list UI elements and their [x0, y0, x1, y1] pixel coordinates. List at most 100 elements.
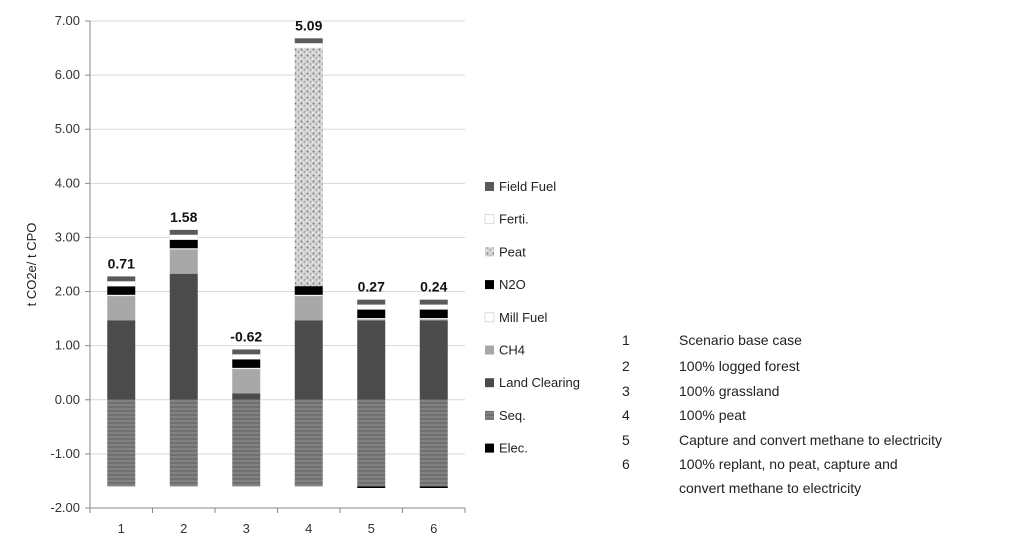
bar-segment-mill-fuel — [357, 317, 386, 320]
bar-segment-field-fuel — [232, 349, 261, 355]
bar-segment-ferti — [357, 304, 386, 310]
scenario-description: Capture and convert methane to electrici… — [679, 432, 942, 448]
scenario-number: 3 — [622, 383, 630, 399]
bar-segment-elec — [357, 486, 386, 488]
legend-swatch-peat — [485, 247, 494, 257]
bar-segment-mill-fuel — [419, 317, 448, 320]
bar-segment-mill-fuel — [169, 248, 198, 250]
bar-segment-land-clearing — [357, 320, 386, 400]
scenario-description: Scenario base case — [679, 332, 802, 348]
bar-total-label: 5.09 — [295, 17, 322, 33]
bar-total-label: 0.24 — [420, 279, 447, 295]
bar-segment-ch4 — [232, 368, 261, 394]
legend-label-ferti: Ferti. — [499, 212, 529, 227]
bar-segment-n2o — [357, 309, 386, 319]
bar-segment-seq — [357, 399, 386, 487]
bar-segment-ferti — [169, 234, 198, 240]
y-tick-label: 1.00 — [55, 338, 80, 353]
bar-segment-seq — [107, 399, 136, 487]
bar-total-label: 1.58 — [170, 209, 197, 225]
x-tick-label: 5 — [368, 521, 375, 536]
scenario-number: 5 — [622, 432, 630, 448]
bar-total-label: -0.62 — [230, 328, 262, 344]
bar-segment-ch4 — [169, 249, 198, 274]
bar-segment-land-clearing — [107, 320, 136, 400]
x-tick-label: 6 — [430, 521, 437, 536]
bar-segment-ferti — [107, 281, 136, 287]
scenario-description: 100% logged forest — [679, 358, 800, 374]
legend-label-elec: Elec. — [499, 441, 528, 456]
bar-segment-land-clearing — [169, 273, 198, 400]
bar-total-label: 0.27 — [358, 279, 385, 295]
legend-swatch-seq — [485, 410, 494, 420]
bar-segment-n2o — [419, 309, 448, 319]
y-tick-label: 5.00 — [55, 121, 80, 136]
bars — [107, 38, 448, 488]
legend-swatch-mill-fuel — [484, 312, 495, 323]
legend: Field Fuel Ferti. Peat N2O Mill Fuel CH4 Land … — [484, 179, 580, 456]
bar-segment-ferti — [294, 42, 323, 49]
x-tick-label: 4 — [305, 521, 312, 536]
bar-segment-land-clearing — [232, 393, 261, 400]
scenario-description: convert methane to electricity — [679, 480, 861, 496]
legend-swatch-elec — [485, 443, 494, 453]
y-tick-label: 3.00 — [55, 229, 80, 244]
legend-swatch-field-fuel — [485, 182, 494, 191]
x-tick-label: 3 — [243, 521, 250, 536]
bar-segment-n2o — [294, 286, 323, 295]
scenario-description: 100% peat — [679, 407, 746, 423]
y-axis-title: t CO2e/ t CPO — [24, 223, 39, 307]
legend-label-mill-fuel: Mill Fuel — [499, 310, 548, 325]
bar-segment-ch4 — [107, 295, 136, 321]
bar-segment-peat — [294, 48, 323, 287]
scenario-description: 100% grassland — [679, 383, 779, 399]
bar-segment-field-fuel — [107, 276, 136, 282]
scenario-number: 6 — [622, 456, 630, 472]
y-tick-label: 2.00 — [55, 284, 80, 299]
legend-label-field-fuel: Field Fuel — [499, 179, 556, 194]
scenario-number: 2 — [622, 358, 630, 374]
bar-segment-mill-fuel — [294, 294, 323, 297]
bar-segment-n2o — [107, 286, 136, 295]
bar-segment-n2o — [169, 239, 198, 249]
bar-segment-mill-fuel — [232, 367, 261, 370]
legend-swatch-land-clearing — [485, 378, 494, 388]
data-labels: 0.71 1.58 -0.62 5.09 0.27 0.24 — [108, 17, 448, 344]
x-tick-label: 2 — [180, 521, 187, 536]
scenario-number: 4 — [622, 407, 630, 423]
bar-segment-land-clearing — [294, 320, 323, 400]
bar-total-label: 0.71 — [108, 255, 135, 271]
bar-segment-ch4 — [294, 295, 323, 321]
legend-label-land-clearing: Land Clearing — [499, 375, 580, 390]
legend-label-n2o: N2O — [499, 277, 526, 292]
bar-segment-field-fuel — [294, 38, 323, 44]
y-tick-label: 7.00 — [55, 13, 80, 28]
y-tick-label: -1.00 — [50, 446, 80, 461]
bar-segment-mill-fuel — [107, 294, 136, 297]
bar-segment-ferti — [419, 304, 448, 310]
bar-segment-field-fuel — [357, 299, 386, 305]
scenario-description: 100% replant, no peat, capture and — [679, 456, 898, 472]
bar-segment-field-fuel — [419, 299, 448, 305]
legend-swatch-ch4 — [485, 345, 494, 355]
gridlines — [90, 20, 465, 509]
x-tick-label: 1 — [118, 521, 125, 536]
y-tick-label: 6.00 — [55, 67, 80, 82]
legend-label-peat: Peat — [499, 244, 526, 259]
bar-segment-land-clearing — [419, 320, 448, 400]
scenario-key: 1 Scenario base case 2 100% logged forest 3 1… — [622, 332, 942, 496]
bar-segment-ch4 — [419, 319, 448, 321]
y-tick-label: 4.00 — [55, 175, 80, 190]
legend-swatch-ferti — [484, 214, 495, 225]
bar-segment-ch4 — [357, 319, 386, 321]
scenario-number: 1 — [622, 332, 630, 348]
legend-label-ch4: CH4 — [499, 343, 525, 358]
bar-segment-seq — [294, 399, 323, 487]
bar-segment-n2o — [232, 359, 261, 368]
bar-segment-ferti — [232, 354, 261, 360]
bar-segment-field-fuel — [169, 229, 198, 235]
legend-label-seq: Seq. — [499, 408, 526, 423]
bar-segment-elec — [419, 486, 448, 488]
legend-swatch-n2o — [485, 280, 494, 290]
